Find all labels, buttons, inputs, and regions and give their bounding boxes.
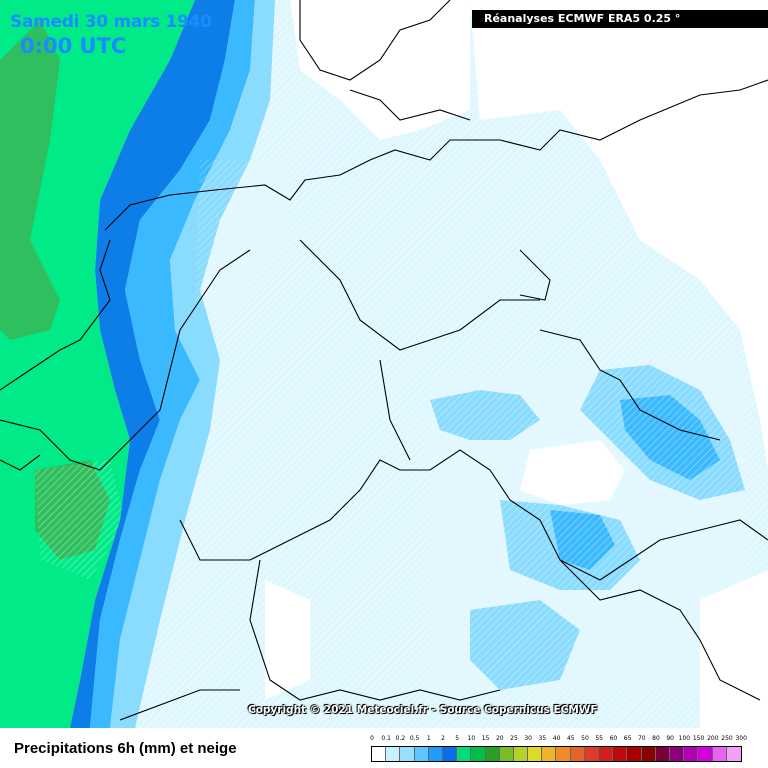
legend-tick-label: 0.2 — [395, 735, 406, 742]
legend-swatch — [613, 747, 628, 761]
legend-ticks: 0 0.1 0.2 0.5 1 2 5 10 15 20 25 30 35 40 45 50 55 60 65 70 8… — [364, 735, 764, 745]
legend-tick-label: 250 — [721, 735, 733, 742]
legend-swatch — [386, 747, 401, 761]
legend-tick-label: 25 — [510, 735, 518, 742]
date-title: Samedi 30 mars 1940 — [10, 12, 212, 32]
precip-patch-hatch — [430, 360, 745, 690]
legend-swatch — [499, 747, 514, 761]
legend-swatch — [428, 747, 443, 761]
legend-swatch — [584, 747, 599, 761]
legend-tick-label: 45 — [566, 735, 575, 742]
copyright-text: Copyright © 2021 Meteociel.fr - Source C… — [248, 704, 598, 716]
dry-area-east — [620, 100, 768, 330]
legend-swatch — [528, 747, 543, 761]
legend-tick-label: 50 — [581, 735, 589, 742]
legend-tick-label: 35 — [538, 735, 547, 742]
dark-blue-band — [70, 0, 235, 728]
legend-tick-label: 0 — [370, 735, 374, 742]
legend-tick-label: 30 — [524, 735, 533, 742]
legend-swatch — [442, 747, 458, 761]
legend-tick-label: 0.5 — [409, 735, 420, 742]
legend-swatch — [726, 747, 741, 761]
legend-tick-label: 70 — [637, 735, 646, 742]
legend-swatch — [599, 747, 614, 761]
legend-tick-label: 40 — [552, 735, 561, 742]
time-title: 0:00 UTC — [20, 34, 127, 58]
legend-swatch — [513, 747, 529, 761]
legend-swatch — [627, 747, 642, 761]
legend-tick-label: 80 — [652, 735, 660, 742]
legend-tick-label: 0.1 — [381, 735, 391, 742]
legend-swatch — [655, 747, 670, 761]
legend-tick-label: 90 — [666, 735, 675, 742]
green-hatch — [35, 460, 125, 580]
legend-swatch — [457, 747, 472, 761]
deep-green-zone — [0, 20, 60, 340]
legend-tick-label: 15 — [481, 735, 490, 742]
legend-swatch — [684, 747, 699, 761]
legend-tick-label: 65 — [623, 735, 632, 742]
legend-tick-label: 20 — [495, 735, 504, 742]
legend-swatch — [570, 747, 585, 761]
legend-tick-label: 150 — [692, 735, 705, 742]
borders-coastlines — [0, 0, 768, 721]
legend-swatch — [641, 747, 656, 761]
precipitation-map — [0, 0, 768, 728]
mid-blue-band — [90, 0, 255, 728]
legend-swatch — [542, 747, 557, 761]
legend-swatch — [372, 747, 387, 761]
legend-swatch — [669, 747, 685, 761]
legend-swatch — [471, 747, 486, 761]
legend-swatch — [712, 747, 727, 761]
legend-tick-label: 200 — [707, 735, 719, 742]
dry-area-north — [290, 0, 470, 140]
legend-tick-label: 5 — [455, 735, 460, 742]
legend-tick-label: 300 — [735, 735, 747, 742]
legend-tick-label: 60 — [609, 735, 618, 742]
legend-swatch — [485, 747, 500, 761]
legend-swatch — [698, 747, 713, 761]
legend-swatch — [400, 747, 415, 761]
legend-title: Precipitations 6h (mm) et neige — [14, 740, 237, 757]
source-header: Réanalyses ECMWF ERA5 0.25 ° — [472, 10, 768, 28]
blue-band-hatch — [195, 160, 290, 320]
legend-swatch — [414, 747, 429, 761]
legend-tick-label: 1 — [426, 735, 431, 742]
legend-tick-label: 10 — [467, 735, 476, 742]
legend-tick-label: 100 — [678, 735, 691, 742]
legend-swatches — [371, 746, 742, 762]
legend-tick-label: 2 — [441, 735, 445, 742]
legend-tick-label: 55 — [595, 735, 604, 742]
dry-area-south — [265, 580, 310, 700]
legend-swatch — [556, 747, 571, 761]
